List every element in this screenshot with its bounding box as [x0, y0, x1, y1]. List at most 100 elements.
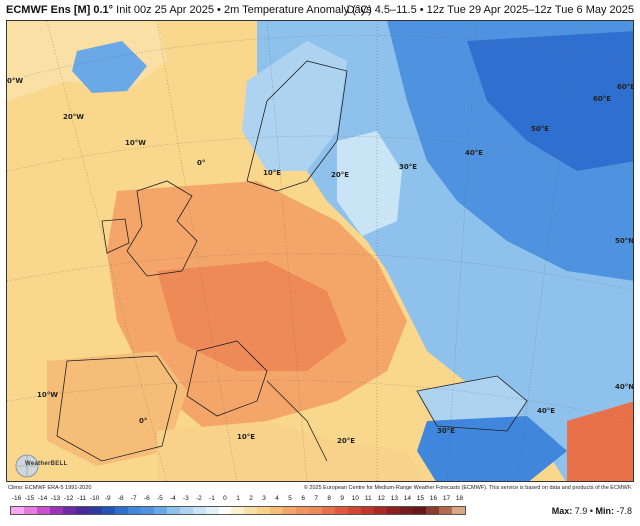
iberia-warm [47, 351, 187, 466]
scale-tick-label: -6 [143, 495, 150, 502]
scale-tick-label: -5 [156, 495, 163, 502]
min-value: -7.8 [616, 506, 632, 516]
scale-swatch [426, 507, 439, 514]
scale-tick-label: 6 [301, 495, 305, 502]
grid-label: 10°E [237, 433, 256, 441]
max-label: Max: [551, 506, 573, 516]
grid-label: 10°E [263, 169, 282, 177]
max-min-readout: Max: 7.9 • Min: -7.8 [551, 506, 632, 516]
scale-tick-label: 2 [249, 495, 253, 502]
scale-swatch [179, 507, 193, 514]
scale-tick-label: -2 [196, 495, 202, 502]
scale-tick-label: -14 [37, 495, 48, 502]
scale-swatch [413, 507, 426, 514]
scale-tick-label: -8 [117, 495, 124, 502]
scale-swatch [451, 507, 465, 514]
grid-label: 20°E [331, 171, 350, 179]
weatherbell-logo: WeatherBELL [11, 453, 71, 479]
valid-period: Days 4.5–11.5 • 12z Tue 29 Apr 2025–12z … [346, 4, 634, 16]
graticule [7, 21, 633, 481]
iberia-outline [56, 355, 178, 462]
grid-label: 0°W [7, 77, 24, 85]
credits-bar: Climo: ECMWF ERA-5 1991-2020 © 2025 Euro… [6, 483, 634, 493]
scale-tick-label: 11 [364, 495, 372, 502]
scandinavia-cold [242, 41, 347, 171]
scale-swatch [283, 507, 297, 514]
header-bar: ECMWF Ens [M] 0.1° Init 00z 25 Apr 2025 … [0, 0, 640, 20]
scale-tick-label: -11 [77, 495, 87, 502]
coastlines [56, 60, 528, 462]
scale-tick-label: -16 [11, 495, 22, 502]
scale-ticks: -16 -15 -14 -13 -12 -11 -10 -9 -8 -7 -6 -5 -4 -3 -2 -1 0… [10, 495, 470, 505]
grid-label: 40°E [465, 149, 484, 157]
scale-tick-label: 5 [288, 495, 292, 502]
scale-tick-label: 13 [390, 495, 398, 502]
mediterranean-field [157, 421, 426, 481]
grid-label: 10°W [125, 139, 146, 147]
logo-globe-icon [15, 454, 39, 478]
model-title: ECMWF Ens [M] 0.1° [6, 4, 114, 16]
scale-swatch [192, 507, 206, 514]
scale-swatch [387, 507, 401, 514]
scale-tick-label: 15 [416, 495, 425, 502]
scale-tick-label: 0 [223, 495, 227, 502]
british-isles-outline [126, 180, 198, 277]
scale-swatch [75, 507, 89, 514]
scale-tick-label: 10 [351, 495, 359, 502]
scale-tick-label: -7 [130, 495, 137, 502]
scale-swatch [348, 507, 362, 514]
scale-tick-label: -1 [209, 495, 215, 502]
france-coast-outline [186, 340, 268, 417]
scale-tick-label: -10 [89, 495, 100, 502]
grid-label: 40°N [615, 383, 634, 391]
scale-swatch [400, 507, 414, 514]
ireland-outline [101, 218, 130, 254]
black-sea-outline [416, 375, 528, 432]
grid-label: 50°E [531, 125, 550, 133]
grid-label: 60°E [593, 95, 612, 103]
scale-swatch [322, 507, 336, 514]
header-left: ECMWF Ens [M] 0.1° Init 00z 25 Apr 2025 … [6, 0, 372, 20]
scale-tick-label: 16 [429, 495, 438, 502]
scale-swatch [153, 507, 167, 514]
grid-label: 0° [139, 417, 148, 425]
scale-swatch [140, 507, 154, 514]
scale-tick-label: 12 [377, 495, 385, 502]
scale-tick-label: -13 [50, 495, 61, 502]
min-label: Min: [595, 506, 614, 516]
scale-tick-label: -12 [63, 495, 74, 502]
grid-label: 40°E [537, 407, 556, 415]
climo-credit: Climo: ECMWF ERA-5 1991-2020 [8, 485, 92, 491]
scale-swatch [257, 507, 271, 514]
scale-swatch [114, 507, 128, 514]
scale-tick-label: 9 [340, 495, 345, 502]
scale-bar [10, 506, 466, 515]
scale-tick-label: 17 [442, 495, 451, 502]
scale-swatch [49, 507, 63, 514]
grid-label: 30°E [437, 427, 456, 435]
scale-swatch [231, 507, 245, 514]
scale-swatch [244, 507, 258, 514]
scale-swatch [205, 507, 219, 514]
scale-tick-label: 14 [403, 495, 411, 502]
max-value: 7.9 [574, 506, 588, 516]
grid-label: 30°E [399, 163, 418, 171]
scale-tick-label: 18 [455, 495, 464, 502]
grid-label: 60°E [617, 83, 634, 91]
grid-label: 10°W [37, 391, 58, 399]
grid-label: 20°W [63, 113, 84, 121]
init-subtitle: Init 00z 25 Apr 2025 • 2m Temperature An… [116, 4, 372, 16]
map-canvas [7, 21, 633, 481]
scale-tick-label: 4 [275, 495, 279, 502]
scale-swatch [374, 507, 388, 514]
scale-tick-label: 7 [314, 495, 318, 502]
anomaly-map: 0°W 20°W 10°W 0° 10°E 20°E 30°E 40°E 50°… [6, 20, 634, 482]
scale-tick-label: -15 [24, 495, 35, 502]
grid-label: 50°N [615, 237, 634, 245]
scale-swatch [361, 507, 375, 514]
scale-swatch [23, 507, 37, 514]
scale-swatch [335, 507, 349, 514]
scale-swatch [101, 507, 115, 514]
scale-tick-label: -3 [182, 495, 189, 502]
scale-tick-label: 8 [327, 495, 331, 502]
